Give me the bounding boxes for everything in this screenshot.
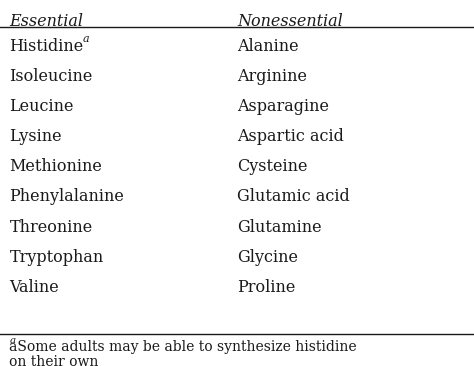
Text: Glycine: Glycine [237,249,298,265]
Text: aSome adults may be able to synthesize histidine: aSome adults may be able to synthesize h… [9,340,357,354]
Text: Alanine: Alanine [237,38,299,55]
Text: on their own: on their own [9,355,99,366]
Text: Proline: Proline [237,279,295,295]
Text: Essential: Essential [9,13,83,30]
Text: Cysteine: Cysteine [237,158,308,175]
Text: Valine: Valine [9,279,59,295]
Text: Asparagine: Asparagine [237,98,329,115]
Text: Threonine: Threonine [9,219,93,235]
Text: a: a [83,34,90,44]
Text: Isoleucine: Isoleucine [9,68,93,85]
Text: a: a [9,336,16,345]
Text: Glutamine: Glutamine [237,219,322,235]
Text: Histidine: Histidine [9,38,84,55]
Text: Leucine: Leucine [9,98,74,115]
Text: Nonessential: Nonessential [237,13,343,30]
Text: Aspartic acid: Aspartic acid [237,128,344,145]
Text: Methionine: Methionine [9,158,102,175]
Text: Phenylalanine: Phenylalanine [9,188,124,205]
Text: Arginine: Arginine [237,68,307,85]
Text: Tryptophan: Tryptophan [9,249,104,265]
Text: Glutamic acid: Glutamic acid [237,188,350,205]
Text: Lysine: Lysine [9,128,62,145]
